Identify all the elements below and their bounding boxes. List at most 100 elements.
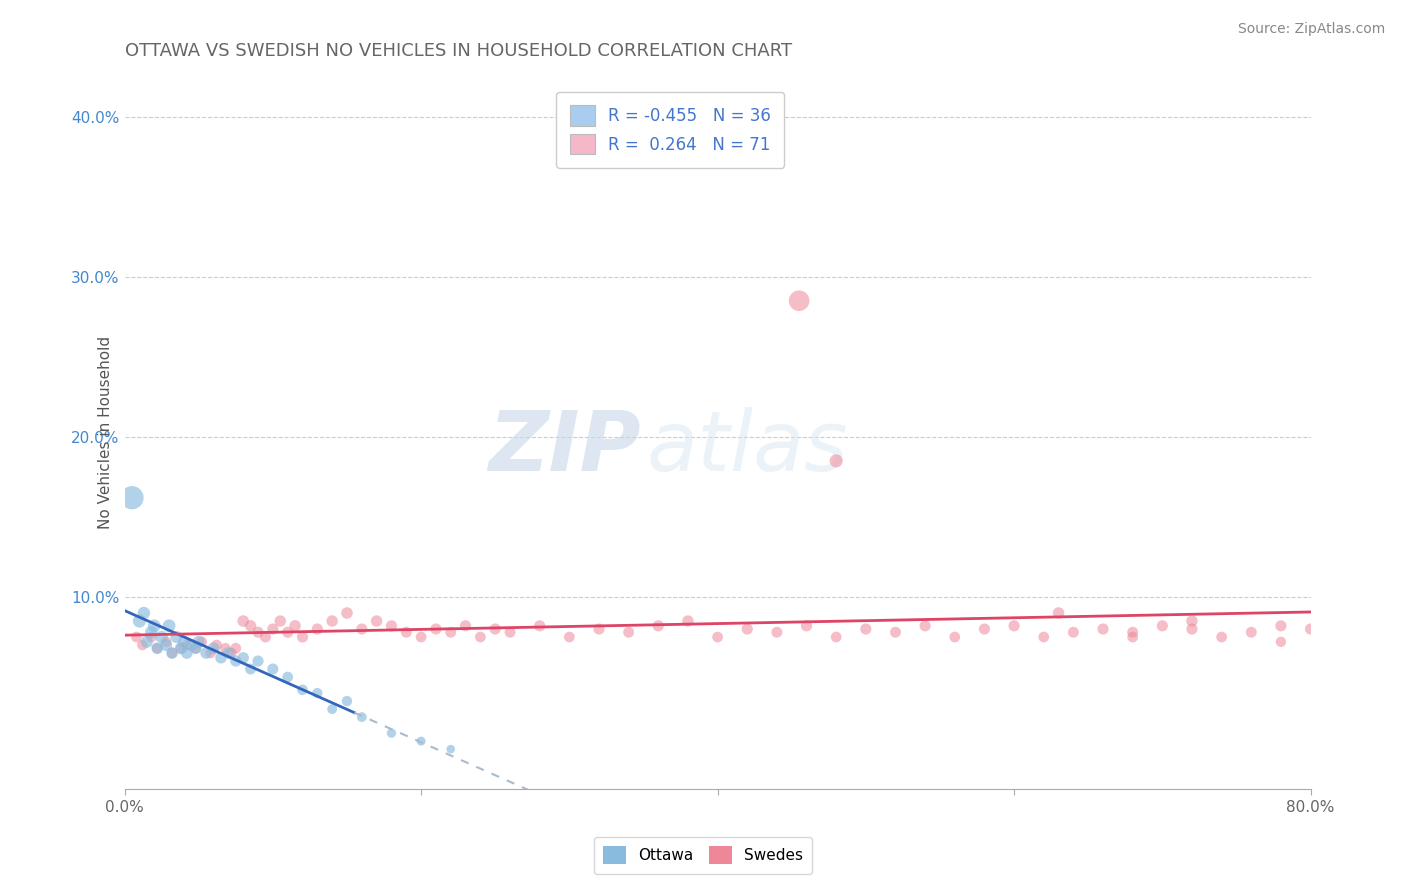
Point	[321, 614, 343, 628]
Point	[943, 630, 966, 644]
Point	[1062, 625, 1084, 640]
Point	[205, 638, 228, 652]
Point	[195, 646, 218, 660]
Point	[180, 638, 202, 652]
Point	[706, 630, 728, 644]
Point	[202, 641, 225, 656]
Point	[470, 630, 492, 644]
Point	[176, 638, 198, 652]
Point	[529, 619, 551, 633]
Point	[221, 646, 243, 660]
Point	[291, 630, 314, 644]
Point	[146, 641, 169, 656]
Text: OTTAWA VS SWEDISH NO VEHICLES IN HOUSEHOLD CORRELATION CHART: OTTAWA VS SWEDISH NO VEHICLES IN HOUSEHO…	[125, 42, 792, 60]
Point	[157, 619, 180, 633]
Point	[160, 646, 183, 660]
Point	[166, 630, 188, 644]
Point	[155, 635, 177, 649]
Point	[254, 630, 277, 644]
Point	[1211, 630, 1233, 644]
Point	[284, 619, 307, 633]
Point	[1299, 622, 1322, 636]
Point	[141, 625, 163, 640]
Point	[143, 619, 166, 633]
Point	[225, 641, 247, 656]
Point	[190, 635, 212, 649]
Point	[131, 638, 153, 652]
Point	[454, 619, 477, 633]
Point	[209, 650, 232, 665]
Point	[135, 635, 157, 649]
Point	[855, 622, 877, 636]
Point	[155, 638, 177, 652]
Point	[262, 622, 284, 636]
Point	[484, 622, 506, 636]
Point	[588, 622, 610, 636]
Point	[647, 619, 669, 633]
Point	[617, 625, 640, 640]
Point	[350, 710, 373, 724]
Point	[277, 670, 299, 684]
Point	[1032, 630, 1054, 644]
Point	[884, 625, 907, 640]
Text: ZIP: ZIP	[488, 407, 641, 488]
Point	[232, 614, 254, 628]
Point	[132, 606, 155, 620]
Point	[558, 630, 581, 644]
Point	[787, 293, 810, 308]
Point	[380, 619, 402, 633]
Point	[160, 646, 183, 660]
Point	[217, 646, 239, 660]
Point	[184, 641, 207, 656]
Legend: Ottawa, Swedes: Ottawa, Swedes	[593, 837, 813, 873]
Point	[766, 625, 789, 640]
Point	[321, 702, 343, 716]
Point	[1122, 625, 1144, 640]
Point	[187, 635, 209, 649]
Point	[307, 686, 329, 700]
Point	[146, 641, 169, 656]
Point	[425, 622, 447, 636]
Point	[350, 622, 373, 636]
Point	[676, 614, 699, 628]
Point	[1122, 630, 1144, 644]
Point	[232, 650, 254, 665]
Point	[307, 622, 329, 636]
Point	[1092, 622, 1115, 636]
Point	[176, 646, 198, 660]
Point	[277, 625, 299, 640]
Point	[150, 630, 173, 644]
Point	[170, 641, 193, 656]
Point	[247, 654, 270, 668]
Point	[1002, 619, 1025, 633]
Y-axis label: No Vehicles in Household: No Vehicles in Household	[98, 336, 114, 530]
Text: Source: ZipAtlas.com: Source: ZipAtlas.com	[1237, 22, 1385, 37]
Point	[121, 491, 143, 505]
Text: atlas: atlas	[647, 407, 848, 488]
Point	[239, 619, 262, 633]
Point	[735, 622, 758, 636]
Point	[499, 625, 522, 640]
Point	[125, 630, 148, 644]
Point	[200, 646, 222, 660]
Point	[247, 625, 270, 640]
Point	[914, 619, 936, 633]
Point	[269, 614, 291, 628]
Point	[380, 726, 402, 740]
Point	[170, 641, 193, 656]
Point	[825, 630, 848, 644]
Point	[440, 742, 463, 756]
Point	[395, 625, 418, 640]
Point	[173, 635, 195, 649]
Legend: R = -0.455   N = 36, R =  0.264   N = 71: R = -0.455 N = 36, R = 0.264 N = 71	[557, 92, 785, 168]
Point	[336, 694, 359, 708]
Point	[1270, 635, 1292, 649]
Point	[128, 614, 150, 628]
Point	[1047, 606, 1070, 620]
Point	[440, 625, 463, 640]
Point	[409, 734, 432, 748]
Point	[184, 641, 207, 656]
Point	[262, 662, 284, 676]
Point	[1152, 619, 1174, 633]
Point	[214, 641, 236, 656]
